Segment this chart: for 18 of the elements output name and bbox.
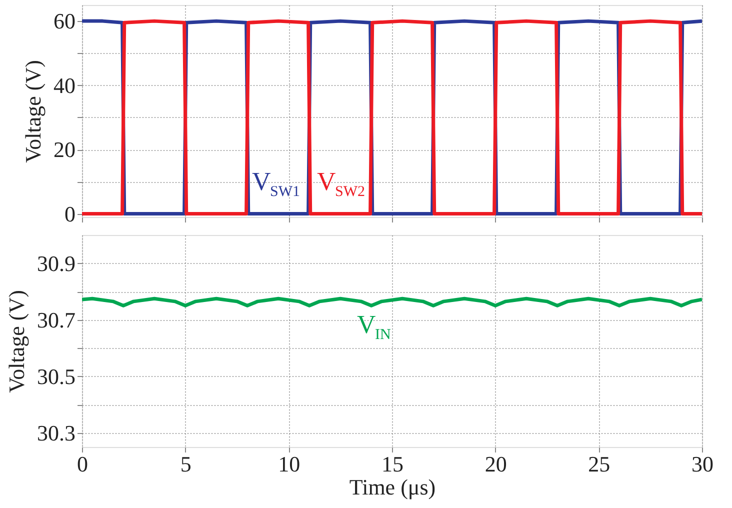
- y-tick-label: 30.9: [37, 250, 76, 276]
- x-tick-label: 5: [180, 452, 192, 476]
- y-tick-label: 30.3: [37, 420, 76, 446]
- y-tick-label: 30.5: [37, 364, 76, 389]
- y-tick-label: 0: [64, 201, 76, 226]
- y-tick-label: 40: [54, 72, 76, 98]
- line-series: [82, 296, 702, 308]
- y-tick-label: 20: [54, 137, 76, 162]
- y-tick-label: 60: [54, 8, 76, 34]
- y-tick-label: 30.7: [37, 307, 76, 332]
- x-tick-label: 20: [484, 452, 507, 476]
- x-tick-label: 10: [278, 452, 300, 476]
- y-axis-title: Voltage (V): [20, 60, 46, 163]
- x-tick-label: 15: [382, 452, 404, 476]
- y-axis-title: Voltage (V): [4, 290, 29, 393]
- x-tick-label: 25: [588, 452, 610, 476]
- x-axis-title: Time (μs): [349, 474, 436, 500]
- x-tick-label: 30: [692, 452, 714, 476]
